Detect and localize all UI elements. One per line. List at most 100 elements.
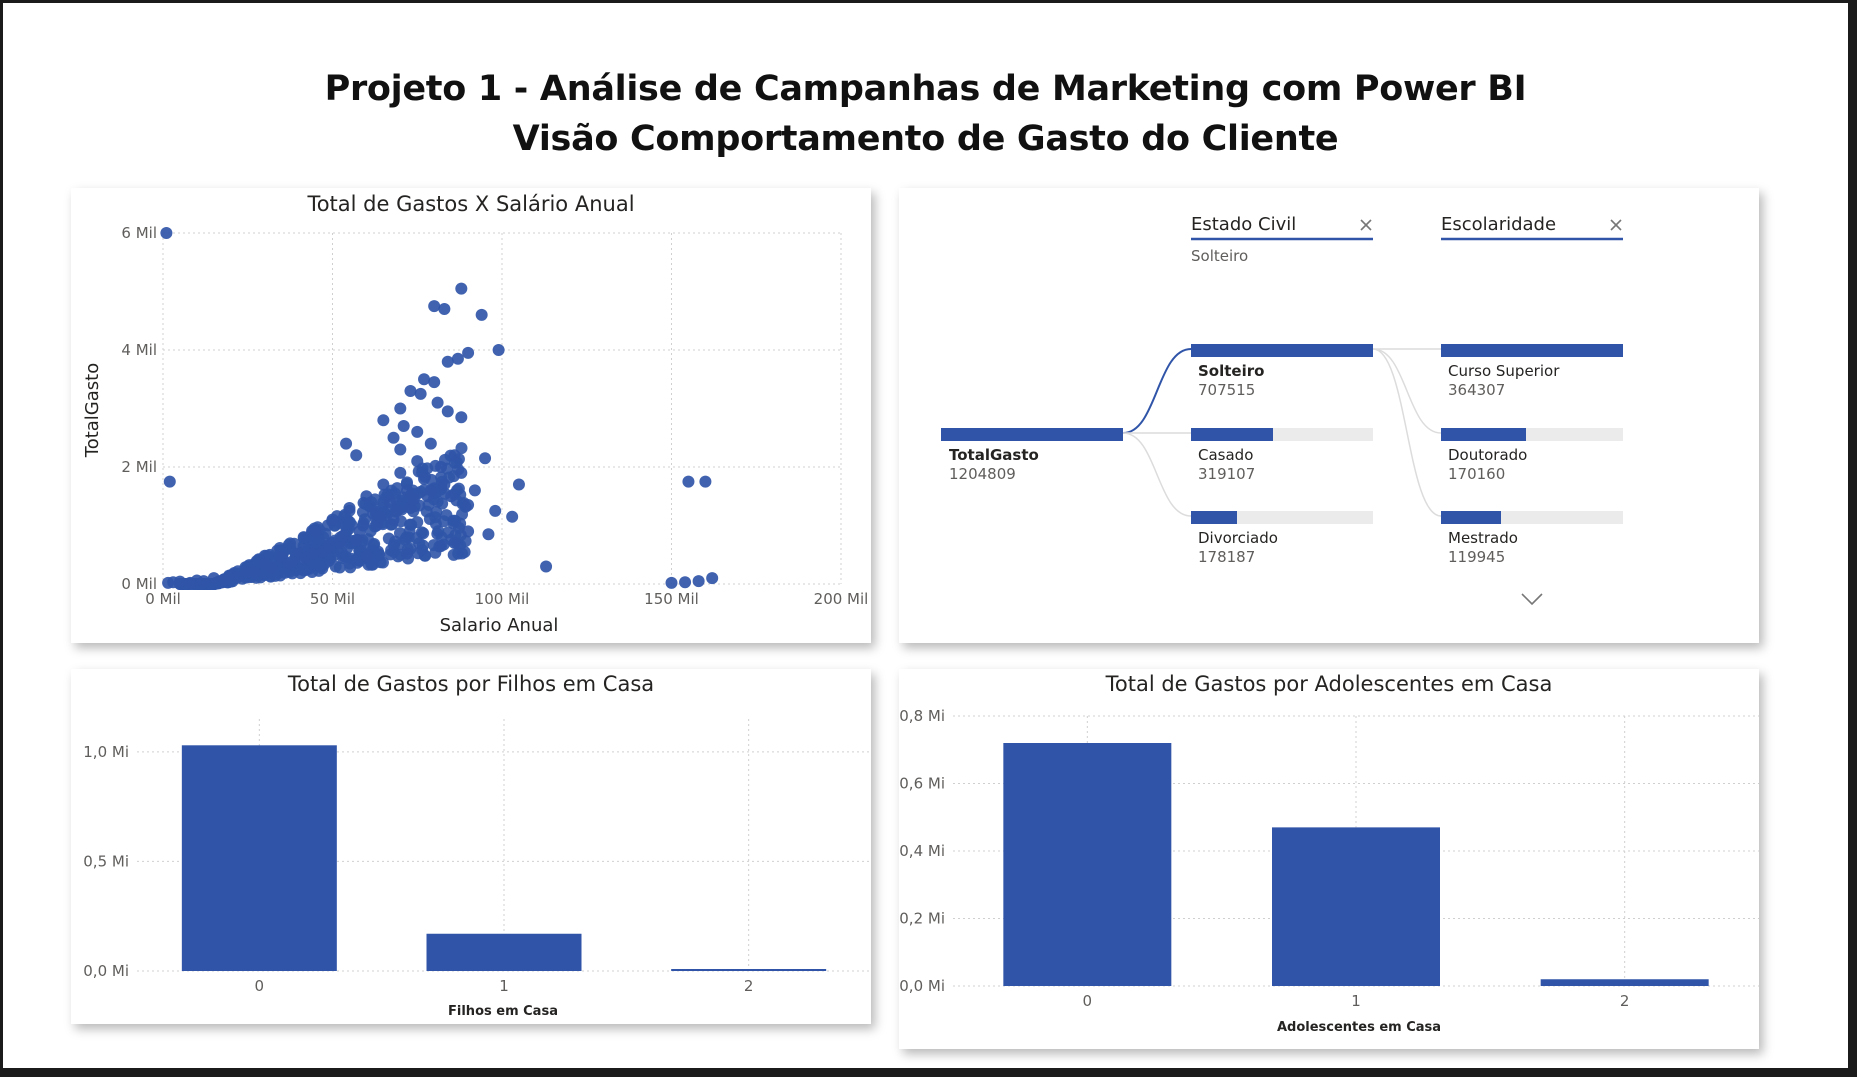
scatter-point[interactable] xyxy=(428,300,441,313)
scatter-point[interactable] xyxy=(418,549,431,562)
scatter-point[interactable] xyxy=(540,560,553,573)
filhos-bar-chart[interactable]: Total de Gastos por Filhos em Casa 0,0 M… xyxy=(71,669,871,1024)
scatter-point[interactable] xyxy=(431,396,444,409)
scatter-point[interactable] xyxy=(323,539,336,552)
scatter-point[interactable] xyxy=(438,303,451,316)
bar[interactable] xyxy=(181,745,337,971)
scatter-point[interactable] xyxy=(285,555,298,568)
scatter-point[interactable] xyxy=(350,449,363,462)
scatter-point[interactable] xyxy=(706,572,719,585)
close-icon[interactable] xyxy=(1610,219,1622,231)
scatter-point[interactable] xyxy=(373,510,386,523)
scatter-points[interactable] xyxy=(160,227,719,590)
decomposition-tree[interactable]: Estado Civil Solteiro Escolaridade xyxy=(899,188,1759,643)
scatter-point[interactable] xyxy=(451,352,464,365)
tree-node-casado[interactable]: Casado 319107 xyxy=(1191,428,1373,483)
scatter-point[interactable] xyxy=(387,539,400,552)
scatter-point[interactable] xyxy=(360,549,373,562)
scatter-point[interactable] xyxy=(434,539,447,552)
scatter-point[interactable] xyxy=(184,576,197,589)
scatter-point[interactable] xyxy=(384,496,397,509)
scatter-point[interactable] xyxy=(343,516,356,529)
scatter-point[interactable] xyxy=(506,510,519,523)
scatter-point[interactable] xyxy=(441,355,454,368)
scatter-point[interactable] xyxy=(163,475,176,488)
decomposition-tree-panel[interactable]: Estado Civil Solteiro Escolaridade xyxy=(899,188,1759,643)
scatter-point[interactable] xyxy=(160,227,173,239)
scatter-point[interactable] xyxy=(265,561,278,574)
scatter-point[interactable] xyxy=(431,527,444,540)
scatter-point[interactable] xyxy=(414,387,427,400)
scatter-point[interactable] xyxy=(479,452,492,465)
scatter-point[interactable] xyxy=(679,576,692,589)
scatter-point[interactable] xyxy=(365,558,378,571)
scatter-point[interactable] xyxy=(350,534,363,547)
scatter-point[interactable] xyxy=(377,414,390,427)
scatter-point[interactable] xyxy=(394,466,407,479)
scatter-point[interactable] xyxy=(340,551,353,564)
bar[interactable] xyxy=(1003,743,1172,986)
scatter-point[interactable] xyxy=(404,384,417,397)
scatter-point[interactable] xyxy=(394,443,407,456)
scatter-point[interactable] xyxy=(482,528,495,541)
scatter-point[interactable] xyxy=(360,490,373,503)
scatter-point[interactable] xyxy=(441,405,454,418)
scatter-point[interactable] xyxy=(455,411,468,424)
scatter-point[interactable] xyxy=(401,547,414,560)
scatter-point[interactable] xyxy=(374,556,387,569)
scatter-point[interactable] xyxy=(462,499,475,512)
scatter-point[interactable] xyxy=(417,527,430,540)
scatter-point[interactable] xyxy=(438,478,451,491)
scatter-point[interactable] xyxy=(452,482,465,495)
scatter-point[interactable] xyxy=(512,478,525,491)
scatter-point[interactable] xyxy=(397,420,410,433)
scatter-point[interactable] xyxy=(306,547,319,560)
tree-node-curso-superior[interactable]: Curso Superior 364307 xyxy=(1441,344,1623,399)
filhos-bar-panel[interactable]: Total de Gastos por Filhos em Casa 0,0 M… xyxy=(71,669,871,1024)
scatter-point[interactable] xyxy=(682,475,695,488)
scatter-point[interactable] xyxy=(401,484,414,497)
bar[interactable] xyxy=(1540,979,1709,986)
scatter-point[interactable] xyxy=(384,548,397,561)
adolescentes-bar-panel[interactable]: Total de Gastos por Adolescentes em Casa… xyxy=(899,669,1759,1049)
scatter-point[interactable] xyxy=(692,575,705,588)
tree-node-mestrado[interactable]: Mestrado 119945 xyxy=(1441,511,1623,566)
scatter-panel[interactable]: Total de Gastos X Salário Anual 0 Mil 2 M… xyxy=(71,188,871,643)
scatter-point[interactable] xyxy=(489,504,502,517)
scatter-point[interactable] xyxy=(297,531,310,544)
scatter-point[interactable] xyxy=(437,515,450,528)
scatter-point[interactable] xyxy=(418,472,431,485)
scatter-point[interactable] xyxy=(448,537,461,550)
scatter-point[interactable] xyxy=(231,570,244,583)
scatter-point[interactable] xyxy=(309,525,322,538)
scatter-point[interactable] xyxy=(387,431,400,444)
scatter-point[interactable] xyxy=(448,449,461,462)
scatter-point[interactable] xyxy=(445,490,458,503)
scatter-point[interactable] xyxy=(665,576,678,589)
scatter-point[interactable] xyxy=(411,516,424,529)
scatter-point[interactable] xyxy=(430,506,443,519)
scatter-point[interactable] xyxy=(411,455,424,468)
scatter-point[interactable] xyxy=(402,531,415,544)
scatter-point[interactable] xyxy=(462,525,475,538)
scatter-point[interactable] xyxy=(462,346,475,359)
scatter-point[interactable] xyxy=(357,519,370,532)
chevron-down-icon[interactable] xyxy=(1521,593,1543,606)
scatter-point[interactable] xyxy=(424,437,437,450)
scatter-chart[interactable]: Total de Gastos X Salário Anual 0 Mil 2 M… xyxy=(71,188,871,643)
adolescentes-bars[interactable] xyxy=(1003,743,1709,986)
scatter-point[interactable] xyxy=(167,576,180,589)
scatter-point[interactable] xyxy=(197,575,210,588)
scatter-point[interactable] xyxy=(418,373,431,386)
scatter-point[interactable] xyxy=(394,402,407,415)
level-header-estado-civil[interactable]: Estado Civil xyxy=(1191,214,1296,235)
tree-node-doutorado[interactable]: Doutorado 170160 xyxy=(1441,428,1623,483)
scatter-point[interactable] xyxy=(207,572,220,585)
scatter-point[interactable] xyxy=(248,566,261,579)
scatter-point[interactable] xyxy=(455,466,468,479)
level-header-escolaridade[interactable]: Escolaridade xyxy=(1441,214,1556,235)
scatter-point[interactable] xyxy=(468,484,481,497)
scatter-point[interactable] xyxy=(424,484,437,497)
bar[interactable] xyxy=(1272,827,1440,986)
scatter-point[interactable] xyxy=(278,566,291,579)
